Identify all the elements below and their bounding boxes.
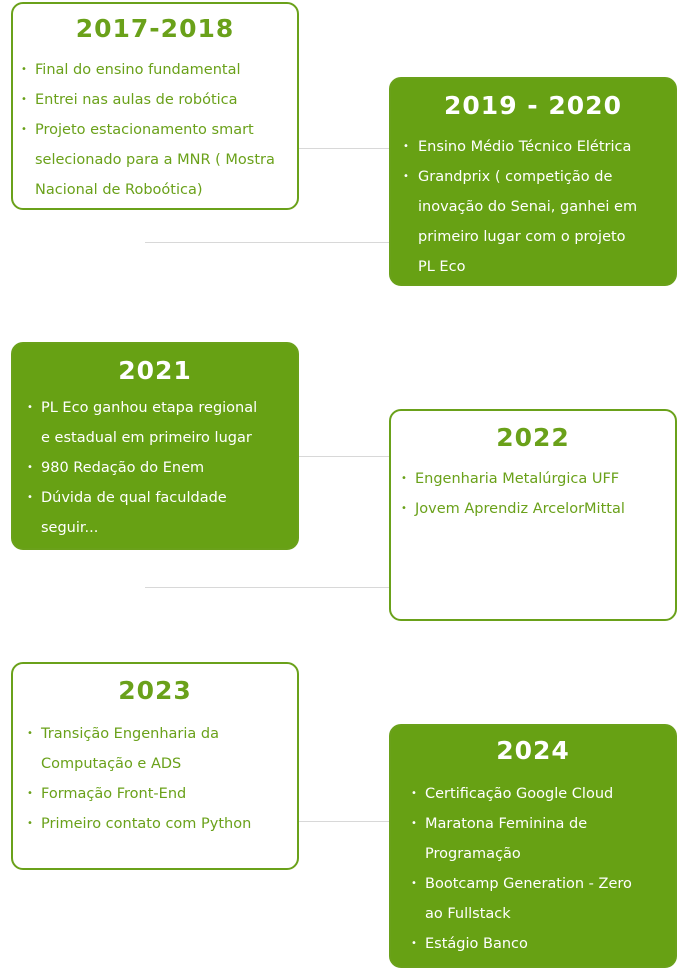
connector-line	[298, 148, 390, 149]
list-item: PL Eco ganhou etapa regional	[13, 393, 297, 423]
list-item-continued: selecionado para a MNR ( Mostra	[35, 152, 275, 168]
list-item: Maratona Feminina de	[391, 809, 675, 839]
list-item-continued: primeiro lugar com o projeto	[418, 229, 626, 245]
connector-line	[298, 821, 390, 822]
timeline-card-2017-2018: 2017-2018 Final do ensino fundamental En…	[11, 2, 299, 210]
list-item-continued: inovação do Senai, ganhei em	[418, 199, 638, 215]
list-item: Bootcamp Generation - Zero	[391, 869, 675, 899]
timeline-card-2023: 2023 Transição Engenharia da Computação …	[11, 662, 299, 870]
card-year: 2021	[118, 356, 192, 385]
card-year: 2024	[496, 736, 570, 765]
list-item: Jovem Aprendiz ArcelorMittal	[391, 494, 675, 524]
list-item: Entrei nas aulas de robótica	[13, 85, 297, 115]
card-year: 2019 - 2020	[444, 91, 622, 120]
timeline-card-2024: 2024 Certificação Google Cloud Maratona …	[389, 724, 677, 968]
list-item: Estágio Banco	[391, 929, 675, 959]
list-item: Dúvida de qual faculdade	[13, 483, 297, 513]
list-item: Primeiro contato com Python	[13, 809, 297, 839]
connector-line	[145, 587, 390, 588]
list-item: Engenharia Metalúrgica UFF	[391, 464, 675, 494]
list-item-continued: Computação e ADS	[41, 756, 182, 772]
list-item-continued: e estadual em primeiro lugar	[41, 430, 252, 446]
connector-line	[298, 456, 390, 457]
list-item: Certificação Google Cloud	[391, 779, 675, 809]
list-item: Final do ensino fundamental	[13, 55, 297, 85]
card-year: 2017-2018	[75, 14, 235, 43]
list-item-continued: ao Fullstack	[425, 906, 511, 922]
list-item: Formação Front-End	[13, 779, 297, 809]
list-item: Ensino Médio Técnico Elétrica	[391, 132, 675, 162]
card-year: 2022	[496, 423, 570, 452]
list-item-continued: PL Eco	[418, 259, 466, 275]
list-item: Grandprix ( competição de	[391, 162, 675, 192]
list-item: Transição Engenharia da	[13, 719, 297, 749]
list-item-continued: seguir...	[41, 520, 99, 536]
list-item-continued: Programação	[425, 846, 521, 862]
list-item: 980 Redação do Enem	[13, 453, 297, 483]
connector-line	[145, 242, 390, 243]
timeline-card-2019-2020: 2019 - 2020 Ensino Médio Técnico Elétric…	[389, 77, 677, 286]
list-item-continued: Nacional de Roboótica)	[35, 182, 203, 198]
timeline-card-2021: 2021 PL Eco ganhou etapa regional e esta…	[11, 342, 299, 550]
timeline-card-2022: 2022 Engenharia Metalúrgica UFF Jovem Ap…	[389, 409, 677, 621]
list-item: Projeto estacionamento smart	[13, 115, 297, 145]
card-year: 2023	[118, 676, 192, 705]
